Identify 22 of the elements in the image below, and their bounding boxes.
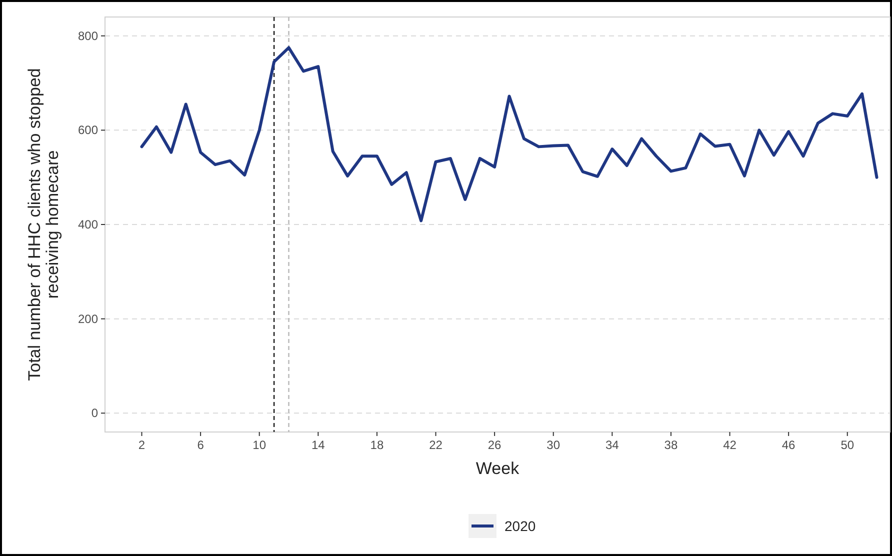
x-axis-title: Week bbox=[476, 459, 520, 478]
y-tick-label: 0 bbox=[91, 406, 98, 420]
x-tick-label: 42 bbox=[723, 438, 737, 452]
x-tick-label: 26 bbox=[488, 438, 502, 452]
x-tick-label: 2 bbox=[138, 438, 146, 452]
y-tick-label: 200 bbox=[78, 312, 98, 326]
y-tick-label: 800 bbox=[78, 28, 98, 43]
x-tick-label: 22 bbox=[429, 438, 443, 452]
y-tick-label: 600 bbox=[78, 123, 98, 138]
x-tick-label: 50 bbox=[840, 438, 854, 452]
x-tick-label: 46 bbox=[782, 438, 796, 452]
legend-label: 2020 bbox=[504, 518, 536, 534]
x-tick-label: 14 bbox=[311, 438, 326, 452]
x-tick-label: 6 bbox=[197, 438, 204, 452]
x-tick-label: 34 bbox=[605, 438, 620, 452]
x-tick-label: 30 bbox=[546, 438, 560, 452]
y-tick-label: 400 bbox=[78, 218, 98, 232]
x-tick-label: 18 bbox=[370, 438, 384, 452]
x-tick-label: 10 bbox=[252, 438, 266, 452]
line-series bbox=[140, 46, 878, 222]
y-axis-title: Total number of HHC clients who stopped receiving homecare bbox=[25, 68, 62, 381]
x-tick-label: 38 bbox=[664, 438, 678, 452]
